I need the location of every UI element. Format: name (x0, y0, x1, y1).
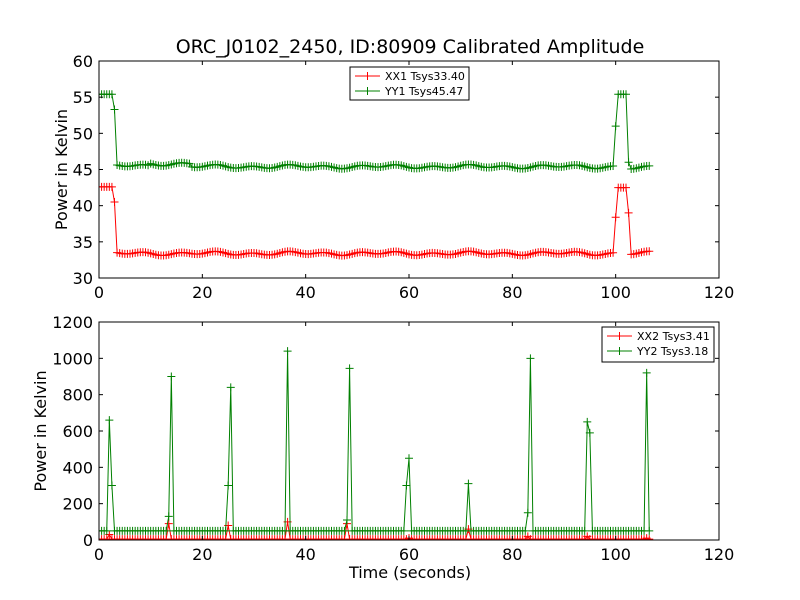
x-tick-label: 100 (600, 283, 631, 302)
data-point-marker (609, 248, 618, 257)
data-point-marker (343, 516, 351, 525)
x-tick-label: 100 (600, 545, 631, 564)
data-point-marker (105, 416, 114, 425)
y-tick-label: 35 (73, 233, 93, 252)
x-tick-label: 120 (704, 283, 735, 302)
x-tick-label: 20 (192, 545, 212, 564)
y-tick-label: 0 (83, 531, 93, 550)
legend-label: YY2 Tsys3.18 (636, 345, 708, 358)
data-point-marker (340, 526, 349, 535)
legend-marker (363, 72, 372, 80)
x-tick-label: 60 (399, 283, 419, 302)
legend-marker (615, 332, 624, 340)
data-point-marker (167, 372, 176, 381)
x-tick-label: 0 (94, 545, 104, 564)
data-point-marker (226, 383, 235, 392)
series-group (99, 347, 654, 540)
y-tick-label: 600 (62, 422, 93, 441)
legend-box (349, 66, 470, 101)
data-point-marker (622, 90, 630, 99)
data-point-marker (624, 208, 633, 217)
y-tick-label: 30 (73, 269, 93, 288)
legend-label: XX1 Tsys33.40 (385, 70, 465, 83)
y-tick-label: 60 (73, 52, 93, 71)
data-point-marker (399, 526, 408, 535)
data-point-marker (611, 213, 620, 222)
y-tick-label: 400 (62, 458, 93, 477)
data-point-marker (110, 105, 119, 114)
bottom-plot: 0 20 40 60 80 100 120020040060080010001200Powe… (31, 313, 734, 564)
legend-label: YY1 Tsys45.47 (384, 85, 463, 98)
data-point-marker (162, 526, 171, 535)
data-point-marker (345, 364, 354, 373)
data-point-marker (580, 526, 589, 535)
figure-title: ORC_J0102_2450, ID:80909 Calibrated Ampl… (176, 36, 645, 58)
data-point-marker (609, 161, 618, 170)
data-point-marker (645, 535, 654, 540)
data-point-marker (521, 526, 530, 535)
top-plot: 0 20 40 60 80 100 120 30 35 40 45 50 55 60 Power in Ke… (52, 52, 734, 302)
y-tick-label: 200 (62, 495, 93, 514)
data-point-marker (107, 182, 116, 191)
data-point-marker (464, 479, 473, 488)
data-point-marker (585, 428, 594, 437)
data-point-marker (645, 526, 654, 535)
data-point-marker (402, 481, 411, 490)
series-group (99, 90, 654, 260)
y-tick-label: 55 (73, 88, 93, 107)
data-point-marker (164, 519, 173, 528)
legend-box (601, 326, 715, 363)
x-tick-label: 40 (295, 283, 315, 302)
data-point-marker (526, 354, 535, 363)
y-tick-label: 45 (73, 161, 93, 180)
x-tick-label: 0 (94, 283, 104, 302)
data-point-marker (110, 198, 119, 207)
x-tick-label: 60 (399, 545, 419, 564)
data-point-marker (224, 481, 233, 490)
x-tick-label: 40 (295, 545, 315, 564)
data-point-marker (107, 90, 116, 99)
data-point-marker (405, 454, 413, 463)
y-tick-label: 800 (62, 386, 93, 405)
legend-marker (615, 347, 624, 355)
x-tick-label: 20 (192, 283, 212, 302)
data-point-marker (645, 247, 654, 256)
y-tick-label: 1000 (52, 349, 93, 368)
data-point-marker (622, 183, 630, 192)
x-tick-label: 80 (502, 283, 522, 302)
data-point-marker (645, 161, 654, 170)
x-axis-label: Time (seconds) (348, 563, 471, 582)
data-point-marker (102, 526, 111, 535)
data-point-marker (283, 347, 292, 356)
y-tick-label: 40 (73, 197, 93, 216)
data-point-marker (221, 526, 230, 535)
y-axis-label: Power in Kelvin (31, 370, 50, 491)
legend-marker (363, 87, 372, 95)
y-tick-label: 50 (73, 124, 93, 143)
y-tick-label: 1200 (52, 313, 93, 332)
data-point-marker (611, 122, 620, 131)
data-point-marker (523, 508, 532, 517)
data-point-marker (107, 481, 116, 490)
legend-label: XX2 Tsys3.41 (637, 330, 710, 343)
x-tick-label: 80 (502, 545, 522, 564)
y-axis-label: Power in Kelvin (52, 109, 71, 230)
data-point-marker (624, 158, 633, 167)
x-tick-label: 120 (704, 545, 735, 564)
data-point-marker (583, 417, 592, 426)
data-point-marker (642, 368, 651, 377)
data-point-marker (164, 512, 173, 521)
